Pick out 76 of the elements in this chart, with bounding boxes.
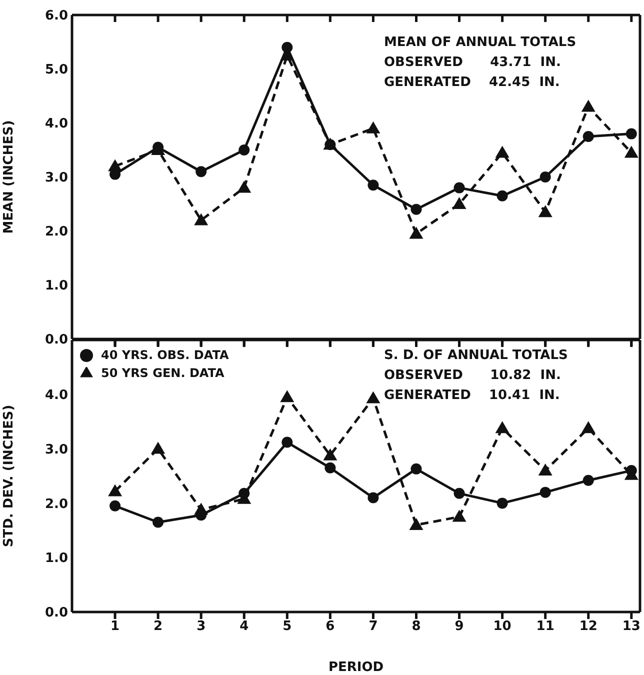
y-axis-title: MEAN (INCHES) [2, 120, 17, 234]
point [194, 502, 208, 515]
point [409, 226, 424, 239]
x-tick-label: 5 [282, 619, 292, 634]
point [237, 180, 252, 193]
x-tick-label: 3 [196, 619, 206, 634]
annotation: OBSERVED 10.82 IN. [384, 367, 562, 385]
point [495, 146, 510, 158]
point [581, 100, 596, 112]
y-tick-label: 2.0 [44, 224, 68, 240]
y-tick-label: 2.0 [44, 496, 68, 512]
point [495, 421, 510, 434]
annotation: OBSERVED 43.71 IN. [384, 54, 562, 72]
y-tick-label: 6.0 [44, 8, 68, 24]
x-tick-label: 12 [579, 619, 598, 634]
point [366, 121, 380, 134]
point [410, 204, 422, 215]
x-tick-label: 7 [368, 619, 378, 634]
x-axis-title: PERIOD [328, 660, 384, 675]
y-tick-label: 3.0 [44, 442, 68, 458]
annotation: GENERATED 10.41 IN. [384, 387, 561, 405]
point [538, 464, 552, 476]
point [238, 144, 250, 156]
y-tick-label: 1.0 [44, 551, 68, 566]
point [366, 391, 380, 404]
legend-label: 50 YRS GEN. DATA [101, 366, 224, 380]
y-tick-label: 4.0 [44, 388, 68, 404]
point [409, 518, 424, 530]
x-tick-label: 1 [110, 619, 120, 634]
point [368, 180, 379, 191]
point [323, 448, 338, 460]
point [280, 390, 294, 402]
y-tick-label: 4.0 [44, 116, 68, 132]
y-tick-label: 1.0 [44, 278, 68, 294]
point [582, 474, 594, 486]
x-tick-label: 4 [240, 619, 249, 634]
point [496, 190, 508, 202]
x-tick-label: 9 [454, 619, 464, 634]
y-tick-label: 5.0 [44, 62, 68, 78]
x-tick-label: 10 [493, 619, 512, 634]
point [152, 516, 164, 528]
point [496, 498, 508, 509]
point [194, 213, 208, 226]
annotation: MEAN OF ANNUAL TOTALS [384, 34, 576, 52]
point [581, 421, 596, 434]
annotation: GENERATED 42.45 IN. [384, 74, 561, 92]
point [410, 463, 422, 474]
point [452, 510, 466, 522]
point [454, 182, 465, 194]
point [108, 159, 122, 172]
x-tick-label: 13 [622, 619, 640, 634]
point [540, 172, 551, 182]
point [151, 442, 166, 454]
y-tick-label: 0.0 [44, 332, 68, 348]
x-tick-label: 8 [412, 619, 421, 634]
point [324, 462, 336, 474]
point [368, 492, 379, 504]
y-axis-title: STD. DEV. (INCHES) [2, 404, 17, 548]
annotation: S. D. OF ANNUAL TOTALS [384, 347, 568, 365]
point [196, 166, 207, 178]
legend-label: 40 YRS. OBS. DATA [101, 348, 229, 362]
point [110, 500, 121, 512]
point [582, 131, 594, 142]
x-tick-label: 2 [154, 619, 163, 634]
point [108, 484, 122, 496]
y-tick-label: 0.0 [44, 606, 68, 621]
point [624, 146, 638, 158]
point [454, 488, 465, 499]
point [626, 128, 637, 140]
point [540, 486, 551, 498]
point [282, 436, 293, 448]
x-tick-label: 11 [536, 619, 554, 634]
point [538, 205, 552, 218]
y-tick-label: 3.0 [44, 170, 68, 186]
point [452, 197, 466, 209]
x-tick-label: 6 [326, 619, 335, 634]
